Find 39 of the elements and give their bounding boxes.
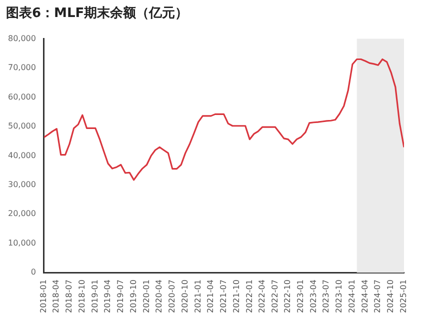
x-tick-label: 2024-04 — [360, 280, 370, 314]
x-tick-label: 2019-01 — [90, 280, 100, 314]
x-tick-label: 2022-01 — [244, 280, 254, 314]
y-tick-label: 20,000 — [8, 209, 36, 218]
x-tick-label: 2025-01 — [399, 280, 408, 314]
chart-title: 图表6：MLF期末余额（亿元） — [6, 4, 188, 22]
x-tick-label: 2024-07 — [373, 280, 382, 314]
y-tick-label: 30,000 — [8, 180, 36, 189]
x-tick-label: 2018-10 — [78, 280, 87, 314]
x-tick-label: 2021-10 — [232, 280, 241, 314]
x-tick-label: 2020-01 — [142, 280, 151, 314]
x-tick-label: 2020-04 — [154, 280, 164, 314]
y-tick-label: 0 — [30, 268, 36, 277]
y-tick-label: 40,000 — [8, 150, 36, 160]
y-tick-label: 70,000 — [8, 63, 36, 72]
x-tick-label: 2024-01 — [348, 280, 357, 314]
y-tick-label: 50,000 — [8, 122, 36, 131]
x-tick-label: 2018-04 — [52, 280, 61, 314]
x-tick-label: 2021-07 — [218, 280, 228, 314]
x-tick-label: 2019-07 — [116, 280, 125, 314]
y-tick-label: 10,000 — [8, 238, 36, 248]
x-tick-label: 2023-07 — [322, 280, 331, 314]
y-tick-label: 80,000 — [8, 34, 36, 43]
x-tick-label: 2018-07 — [64, 280, 74, 314]
x-tick-label: 2022-07 — [270, 280, 280, 314]
y-tick-label: 60,000 — [8, 92, 36, 102]
x-tick-label: 2023-10 — [334, 280, 344, 314]
x-tick-label: 2022-04 — [257, 280, 266, 314]
x-tick-label: 2020-07 — [167, 280, 176, 314]
x-tick-label: 2024-10 — [386, 280, 396, 314]
x-tick-label: 2021-04 — [206, 280, 216, 314]
x-tick-label: 2023-01 — [296, 280, 306, 314]
x-tick-label: 2022-10 — [283, 280, 292, 314]
x-tick-label: 2019-04 — [103, 280, 112, 314]
x-tick-label: 2020-10 — [180, 280, 190, 314]
x-tick-label: 2021-01 — [193, 280, 202, 314]
x-tick-label: 2023-04 — [308, 280, 318, 314]
x-tick-label: 2019-10 — [128, 280, 138, 314]
x-tick-label: 2018-01 — [39, 280, 48, 314]
